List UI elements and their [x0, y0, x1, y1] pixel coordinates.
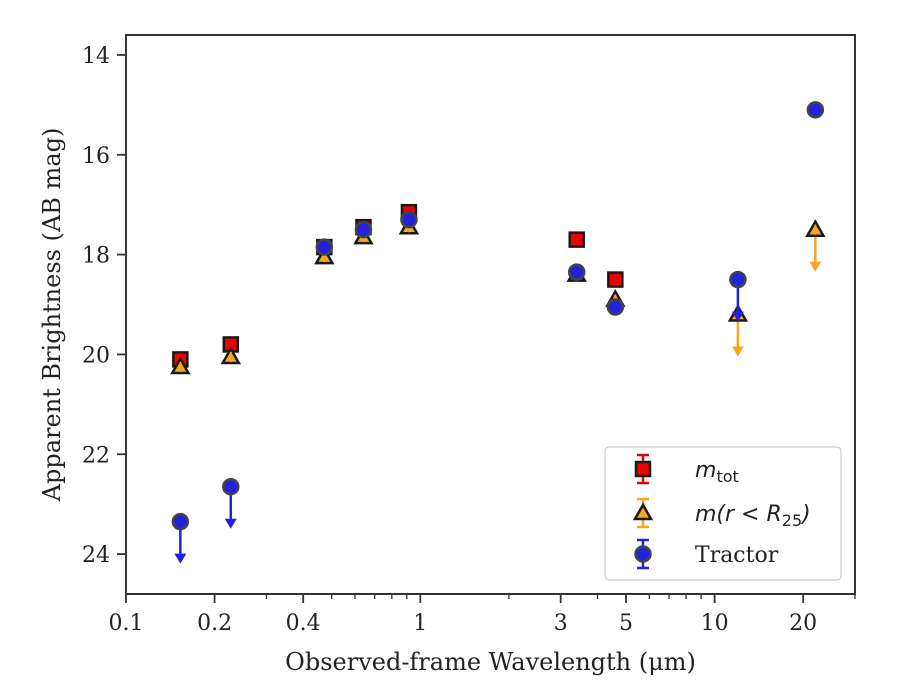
x-axis-label: Observed-frame Wavelength (μm) [285, 648, 696, 676]
triangle-point [220, 346, 241, 365]
circle-point [315, 238, 334, 256]
circle-series [171, 101, 825, 564]
legend-box [604, 446, 842, 581]
legend-entry: Tractor [634, 538, 779, 570]
y-axis: 14 16 18 20 22 24 [82, 44, 126, 568]
circle-point [400, 210, 418, 229]
triangle-series [170, 216, 826, 375]
y-tick-label: 24 [82, 543, 110, 568]
legend-label: Tractor [695, 543, 779, 568]
x-tick-label: 0.1 [109, 611, 144, 636]
y-tick-label: 22 [82, 443, 110, 468]
triangle-point [170, 356, 191, 375]
y-tick-label: 18 [82, 244, 110, 269]
circle-point [606, 298, 625, 316]
plot-frame [125, 34, 856, 595]
square-point [607, 271, 624, 288]
x-tick-label: 10 [701, 611, 729, 636]
circle-point [567, 263, 586, 281]
x-tick-label: 5 [619, 611, 633, 636]
x-tick-label: 0.4 [286, 611, 321, 636]
y-tick-label: 20 [82, 343, 110, 368]
circle-point [171, 512, 190, 564]
x-axis: 0.1 0.2 0.4 1 3 5 10 20 [109, 594, 856, 636]
x-tick-label: 1 [413, 611, 427, 636]
x-tick-label: 20 [789, 611, 817, 636]
y-tick-label: 14 [82, 44, 110, 69]
plot-marks [170, 101, 826, 564]
square-point [568, 231, 585, 248]
y-axis-label: Apparent Brightness (AB mag) [38, 128, 66, 503]
circle-point [354, 220, 373, 239]
circle-point [729, 270, 747, 322]
triangle-point [805, 219, 826, 272]
x-tick-label: 3 [554, 611, 568, 636]
circle-point [222, 477, 240, 529]
square-series [172, 203, 624, 368]
circle-point [806, 101, 825, 119]
y-tick-label: 16 [82, 144, 110, 169]
x-tick-label: 0.2 [197, 611, 232, 636]
